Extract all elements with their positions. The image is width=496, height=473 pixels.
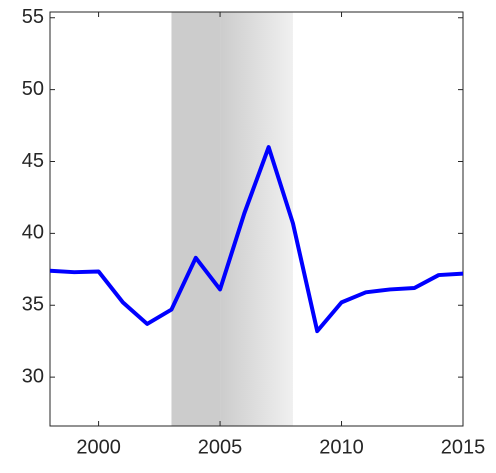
y-tick-label: 35: [22, 294, 44, 316]
x-tick-label: 2000: [76, 436, 121, 458]
shade-fade: [220, 12, 293, 426]
x-tick-label: 2005: [198, 436, 243, 458]
x-tick-label: 2015: [441, 436, 486, 458]
y-tick-label: 40: [22, 222, 44, 244]
data-line: [49, 145, 464, 334]
y-tick-label: 45: [22, 150, 44, 172]
shade-dark: [171, 12, 221, 426]
y-tick-label: 55: [22, 6, 44, 28]
y-tick-label: 50: [22, 78, 44, 100]
x-tick-label: 2010: [319, 436, 364, 458]
plot-frame: [49, 11, 464, 427]
y-tick-label: 30: [22, 365, 44, 387]
